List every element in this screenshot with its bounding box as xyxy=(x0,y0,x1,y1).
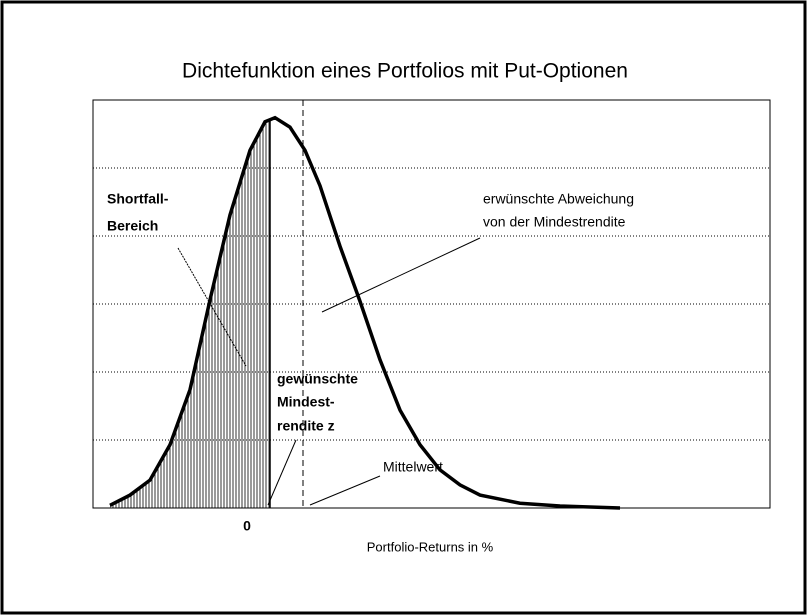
annotation: rendite z xyxy=(277,418,335,434)
x-tick-label: 0 xyxy=(243,518,251,534)
chart-title: Dichtefunktion eines Portfolios mit Put-… xyxy=(182,60,628,83)
annotation: Bereich xyxy=(107,218,158,234)
annotation: erwünschte Abweichung xyxy=(483,191,634,207)
annotation: von der Mindestrendite xyxy=(483,214,626,230)
annotation: Mittelwert xyxy=(383,459,443,475)
annotation: gewünschte xyxy=(277,371,358,387)
annotation: Mindest- xyxy=(277,394,335,410)
x-axis-label: Portfolio-Returns in % xyxy=(367,539,494,554)
pointer xyxy=(177,247,247,367)
pointer xyxy=(309,475,381,506)
density-curve xyxy=(109,115,621,510)
annotation: Shortfall- xyxy=(107,191,169,207)
pointer xyxy=(321,237,481,313)
pointer xyxy=(267,439,297,506)
